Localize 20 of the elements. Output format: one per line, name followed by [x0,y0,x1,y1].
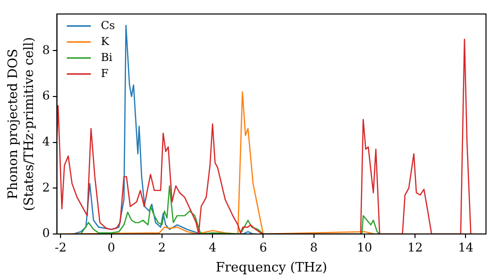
x-tick-label: 2 [158,240,166,254]
legend-label: Cs [100,18,116,32]
x-tick-label: 12 [407,240,423,254]
x-tick-label: 8 [310,240,318,254]
y-tick-label: 6 [42,88,50,103]
x-tick-label: 14 [458,240,474,254]
y-tick-label: 4 [42,134,50,148]
x-tick-label: 4 [208,240,217,254]
legend-label: K [100,34,110,48]
y-axis-title: Phonon projected DOS (States/THz·primitive cell) [6,36,37,212]
legend-label: Bi [100,50,113,64]
y-tick-label: 2 [42,180,50,194]
x-axis-title: Frequency (THz) [216,260,328,276]
x-tick-label: 10 [356,240,372,254]
x-tick-label: 0 [107,240,116,254]
y-tick-label: 0 [42,226,50,240]
x-tick-label: 6 [259,240,268,254]
legend-label: F [100,66,109,80]
x-tick-label: -2 [54,240,66,254]
y-tick-label: 8 [42,42,50,57]
